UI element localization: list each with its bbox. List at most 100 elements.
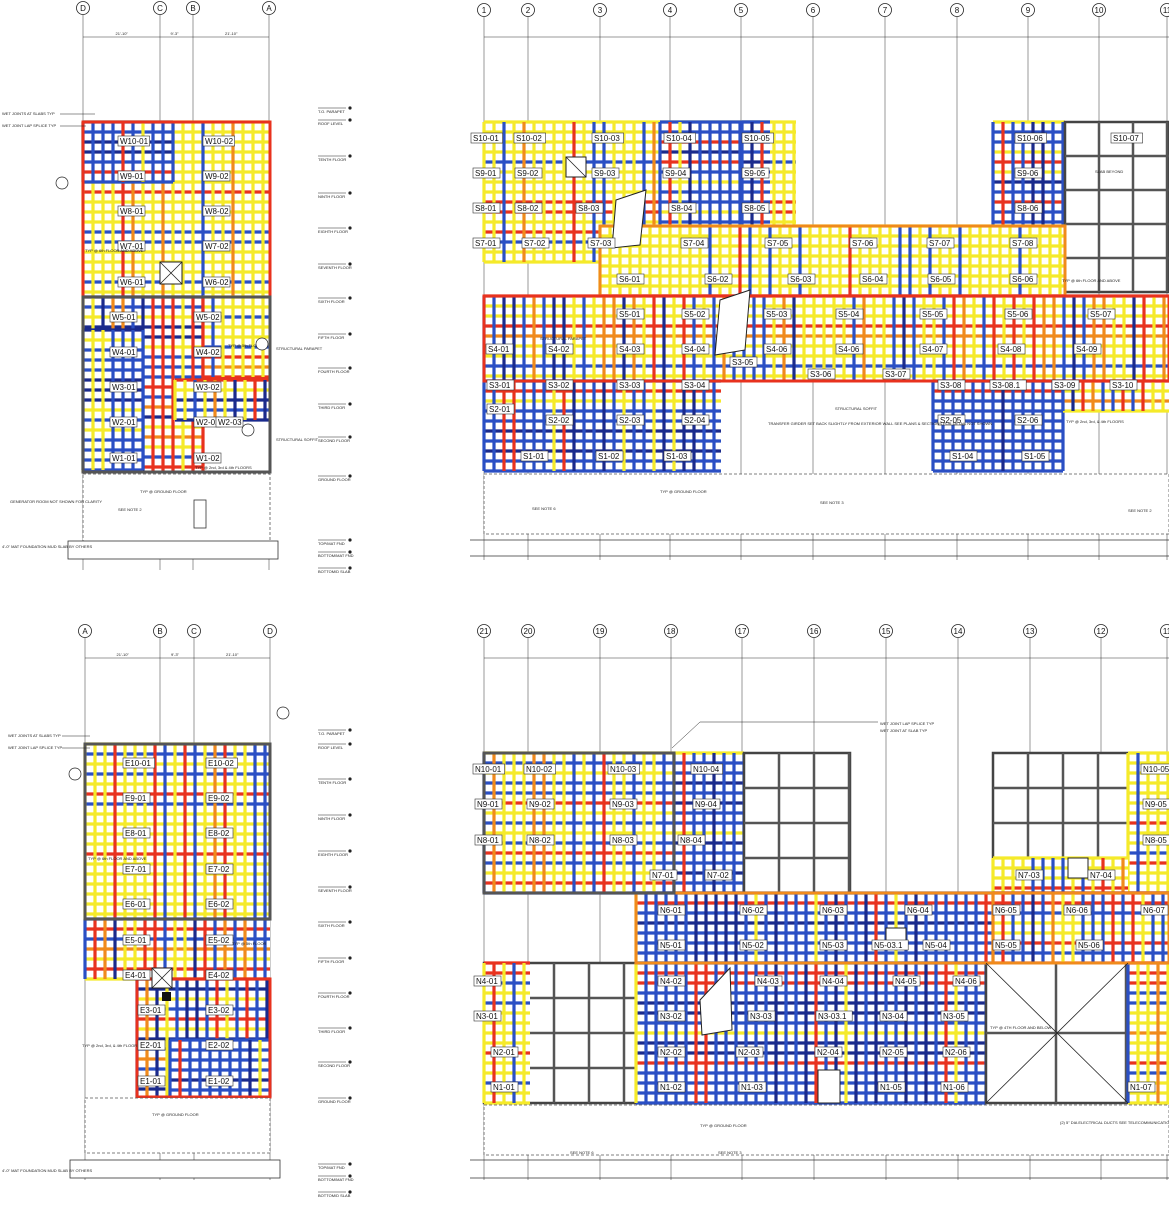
- panel-tag-box: [904, 904, 933, 916]
- panel-tag-box: [1021, 450, 1050, 462]
- panel-tag-box: [892, 975, 921, 987]
- panel-tag-box: [787, 273, 816, 285]
- panel-tag: N1-06: [943, 1083, 965, 1092]
- level-label: T.O. PARAPET: [318, 731, 345, 736]
- void-frame: [1063, 120, 1169, 294]
- panel-tag: W2-02: [196, 418, 220, 427]
- panel-tag: N2-03: [738, 1048, 760, 1057]
- grid-bubble: [477, 624, 491, 638]
- level-label: BOTTOM/D SLAB: [318, 569, 351, 574]
- panel-tag: W1-01: [112, 454, 136, 463]
- panel-tag-box: [122, 792, 151, 804]
- panel-tag: N6-07: [1143, 906, 1165, 915]
- panel-tag-box: [523, 763, 556, 775]
- level-marker: [348, 366, 352, 370]
- panel-tag-box: [609, 798, 638, 810]
- panel-tag: E5-01: [125, 936, 147, 945]
- panel-tag-box: [649, 869, 678, 881]
- panel-tag: S5-07: [1090, 310, 1112, 319]
- door-opening: [193, 499, 207, 529]
- grid-bubble: [76, 1, 90, 15]
- leader: [671, 721, 701, 749]
- panel-tag-box: [109, 381, 138, 393]
- panel-tag-box: [814, 1046, 843, 1058]
- panel-tag: N10-03: [610, 765, 637, 774]
- panel-tag-box: [922, 939, 951, 951]
- panel-tag: N1-05: [880, 1083, 902, 1092]
- panel-tag-box: [879, 1010, 908, 1022]
- panel-tag: W2-03: [218, 418, 242, 427]
- grid-bubble: [664, 624, 678, 638]
- grid-bubble-label: A: [82, 627, 88, 636]
- panel-tag-box: [486, 403, 515, 415]
- grid-bubble: [1160, 3, 1169, 17]
- panel-tag-box: [879, 1046, 908, 1058]
- panel-tag: S6-02: [707, 275, 729, 284]
- panel-tag-box: [472, 167, 501, 179]
- panel-tag-box: [741, 202, 770, 214]
- note-text: TYP @ 2nd, 3rd & 4th FLOORS: [195, 465, 252, 470]
- panel-tag-box: [193, 311, 222, 323]
- level-marker: [348, 538, 352, 542]
- panel-tag: S10-04: [666, 134, 692, 143]
- grid-bubble-label: 6: [811, 6, 816, 15]
- grid-bubble-label: 19: [596, 627, 605, 636]
- panel-tag: N9-01: [477, 800, 499, 809]
- panel-tag-box: [1110, 132, 1143, 144]
- panel-tag-box: [137, 1075, 166, 1087]
- grid-bubble-label: B: [157, 627, 162, 636]
- panel-tag-box: [109, 346, 138, 358]
- level-marker: [348, 849, 352, 853]
- note-text: SEE NOTE 6: [532, 506, 556, 511]
- panel-tag: S1-04: [952, 452, 974, 461]
- panel-tag: S7-06: [852, 239, 874, 248]
- level-marker: [348, 956, 352, 960]
- panel-tag-box: [485, 343, 514, 355]
- panel-tag-box: [927, 273, 956, 285]
- north-elevation: 21 20 19 18 17 16 15 14 13 12 11 N10-01 N10-02 N10-03…: [470, 624, 1169, 1180]
- panel-tag: S5-06: [1007, 310, 1029, 319]
- note-text: TYP @ 6th FLOOR AND ABOVE: [85, 248, 144, 253]
- level-marker: [348, 474, 352, 478]
- grid-bubble: [879, 624, 893, 638]
- note-text: TYP @ GROUND FLOOR: [660, 489, 707, 494]
- panel-tag-box: [205, 1004, 234, 1016]
- panel-tag-box: [1004, 308, 1033, 320]
- grid-bubble: [1023, 624, 1037, 638]
- panel-tag: S4-04: [684, 345, 706, 354]
- panel-tag: S3-07: [885, 370, 907, 379]
- panel-tag: E3-02: [208, 1006, 230, 1015]
- panel-tag: S8-06: [1017, 204, 1039, 213]
- panel-tag-box: [591, 132, 624, 144]
- panel-tag: N10-04: [693, 765, 720, 774]
- panel-tag-box: [677, 834, 706, 846]
- level-marker: [348, 435, 352, 439]
- south-elevation: 1 2 3 4 5 6 7 8 9 10 11 S10-01 S10-02 S10-03 S10-04 S10…: [470, 3, 1169, 560]
- panel-tag: S3-09: [1054, 381, 1076, 390]
- panel-tag-box: [690, 763, 723, 775]
- panel-tag: S9-06: [1017, 169, 1039, 178]
- note-text: TYP @ GROUND FLOOR: [140, 489, 187, 494]
- panel-tag: W9-02: [205, 172, 229, 181]
- panel-tag: S5-05: [922, 310, 944, 319]
- panel-tag-box: [545, 379, 574, 391]
- panel-tag-box: [474, 834, 503, 846]
- panel-tag: N1-07: [1130, 1083, 1152, 1092]
- panel-tag-box: [117, 135, 150, 147]
- level-marker: [348, 191, 352, 195]
- mat-foundation: [67, 540, 279, 560]
- panel-tag-box: [819, 904, 848, 916]
- dimension-text: 9'-3": [171, 652, 180, 657]
- panel-tag: W2-01: [112, 418, 136, 427]
- panel-tag: N7-03: [1018, 871, 1040, 880]
- panel-tag-box: [807, 368, 836, 380]
- section-callout: [276, 706, 290, 720]
- panel-tag-box: [607, 763, 640, 775]
- grid-bubble-label: 7: [883, 6, 888, 15]
- level-marker: [348, 885, 352, 889]
- grid-bubble: [521, 3, 535, 17]
- panel-tag-box: [202, 135, 235, 147]
- panel-tag: S7-04: [683, 239, 705, 248]
- panel-tag: E4-01: [125, 971, 147, 980]
- level-marker: [348, 920, 352, 924]
